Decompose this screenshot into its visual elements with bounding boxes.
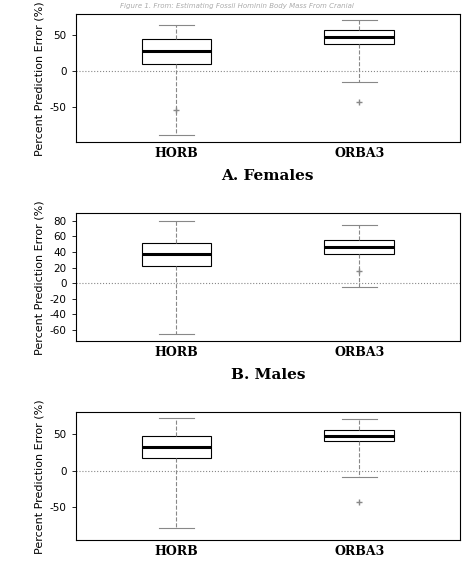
Text: Figure 1. From: Estimating Fossil Hominin Body Mass From Cranial: Figure 1. From: Estimating Fossil Homini… <box>120 3 354 9</box>
X-axis label: B. Males: B. Males <box>230 368 305 382</box>
PathPatch shape <box>325 30 394 44</box>
Y-axis label: Percent Prediction Error (%): Percent Prediction Error (%) <box>35 1 45 155</box>
PathPatch shape <box>325 240 394 254</box>
Y-axis label: Percent Prediction Error (%): Percent Prediction Error (%) <box>35 200 45 355</box>
X-axis label: A. Females: A. Females <box>221 169 314 182</box>
PathPatch shape <box>325 431 394 441</box>
PathPatch shape <box>142 436 211 458</box>
PathPatch shape <box>142 243 211 266</box>
PathPatch shape <box>142 39 211 64</box>
Y-axis label: Percent Prediction Error (%): Percent Prediction Error (%) <box>35 399 45 553</box>
